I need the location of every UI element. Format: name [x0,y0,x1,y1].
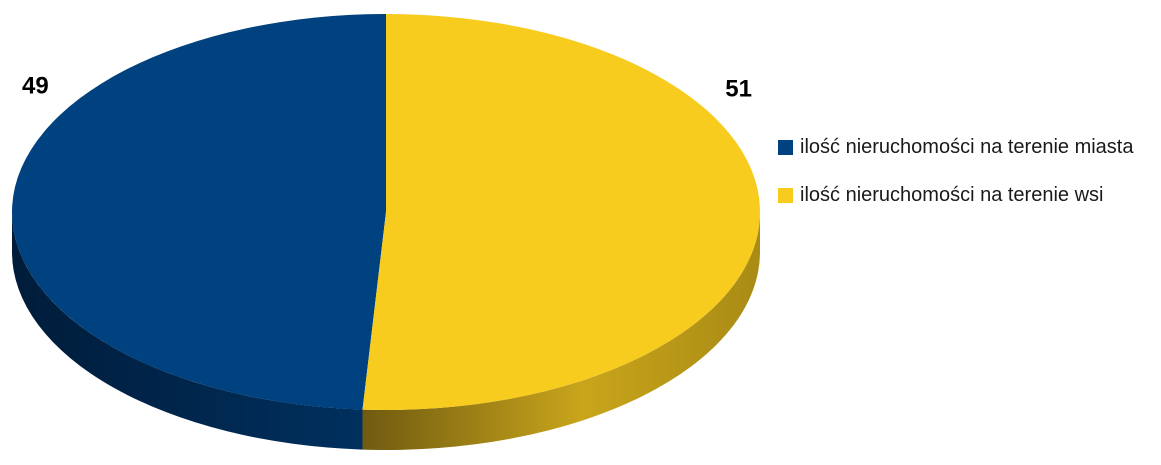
legend-swatch-miasta [778,140,793,155]
legend: ilość nieruchomości na terenie miasta il… [778,135,1158,231]
legend-swatch-wsi [778,188,793,203]
pie-slice-miasta [12,14,387,410]
pie-slice-side-wsi [362,212,760,450]
pie-slice-side-miasta [12,212,363,450]
data-label-wsi: 51 [725,76,752,103]
legend-item-wsi: ilość nieruchomości na terenie wsi [778,183,1158,208]
legend-item-miasta: ilość nieruchomości na terenie miasta [778,135,1158,160]
data-label-miasta: 49 [22,73,49,100]
legend-label-wsi: ilość nieruchomości na terenie wsi [800,184,1104,206]
pie-slice-sides [12,212,760,450]
pie-slice-wsi [362,14,761,411]
pie-slice-tops [12,14,761,411]
legend-label-miasta: ilość nieruchomości na terenie miasta [800,136,1134,158]
pie-data-labels: 49 51 [22,73,752,103]
